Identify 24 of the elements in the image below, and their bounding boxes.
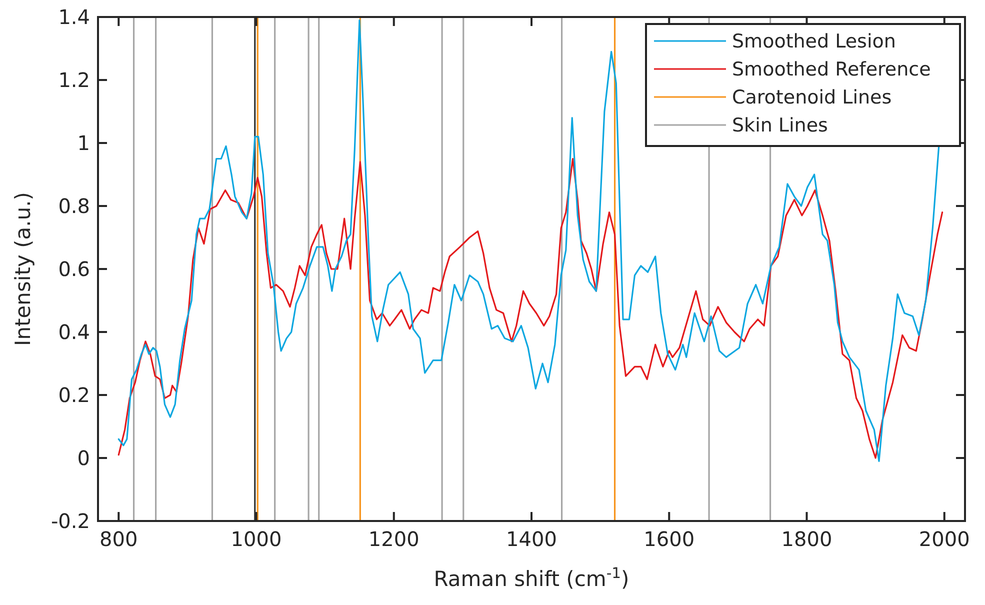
y-axis-title: Intensity (a.u.) bbox=[11, 192, 35, 346]
legend-label: Smoothed Lesion bbox=[732, 30, 896, 53]
x-tick-label: 1200 bbox=[368, 527, 420, 551]
x-tick-label: 2000 bbox=[918, 527, 970, 551]
y-tick-label: 1.2 bbox=[58, 68, 90, 92]
y-tick-label: 0.6 bbox=[58, 257, 90, 281]
y-tick-label: 0 bbox=[77, 446, 90, 470]
x-tick-label: 800 bbox=[100, 527, 138, 551]
y-tick-label: 0.8 bbox=[58, 194, 90, 218]
line-series bbox=[118, 19, 940, 462]
x-tick-label: 1400 bbox=[506, 527, 557, 551]
y-tick-label: 0.4 bbox=[58, 320, 90, 344]
x-tick-label: 1800 bbox=[781, 527, 832, 551]
legend-label: Skin Lines bbox=[732, 114, 828, 137]
y-tick-label: 0.2 bbox=[58, 383, 90, 407]
legend-label: Smoothed Reference bbox=[732, 58, 931, 81]
y-tick-label: 1.4 bbox=[58, 5, 90, 29]
line-series bbox=[118, 158, 944, 459]
y-tick-label: -0.2 bbox=[50, 509, 90, 533]
x-tick-label: 1600 bbox=[644, 527, 695, 551]
legend-label: Carotenoid Lines bbox=[732, 86, 892, 109]
y-tick-label: 1 bbox=[77, 131, 90, 155]
x-axis-title: Raman shift (cm$^{-1}$) bbox=[434, 564, 630, 591]
x-tick-label: 1000 bbox=[230, 527, 282, 551]
